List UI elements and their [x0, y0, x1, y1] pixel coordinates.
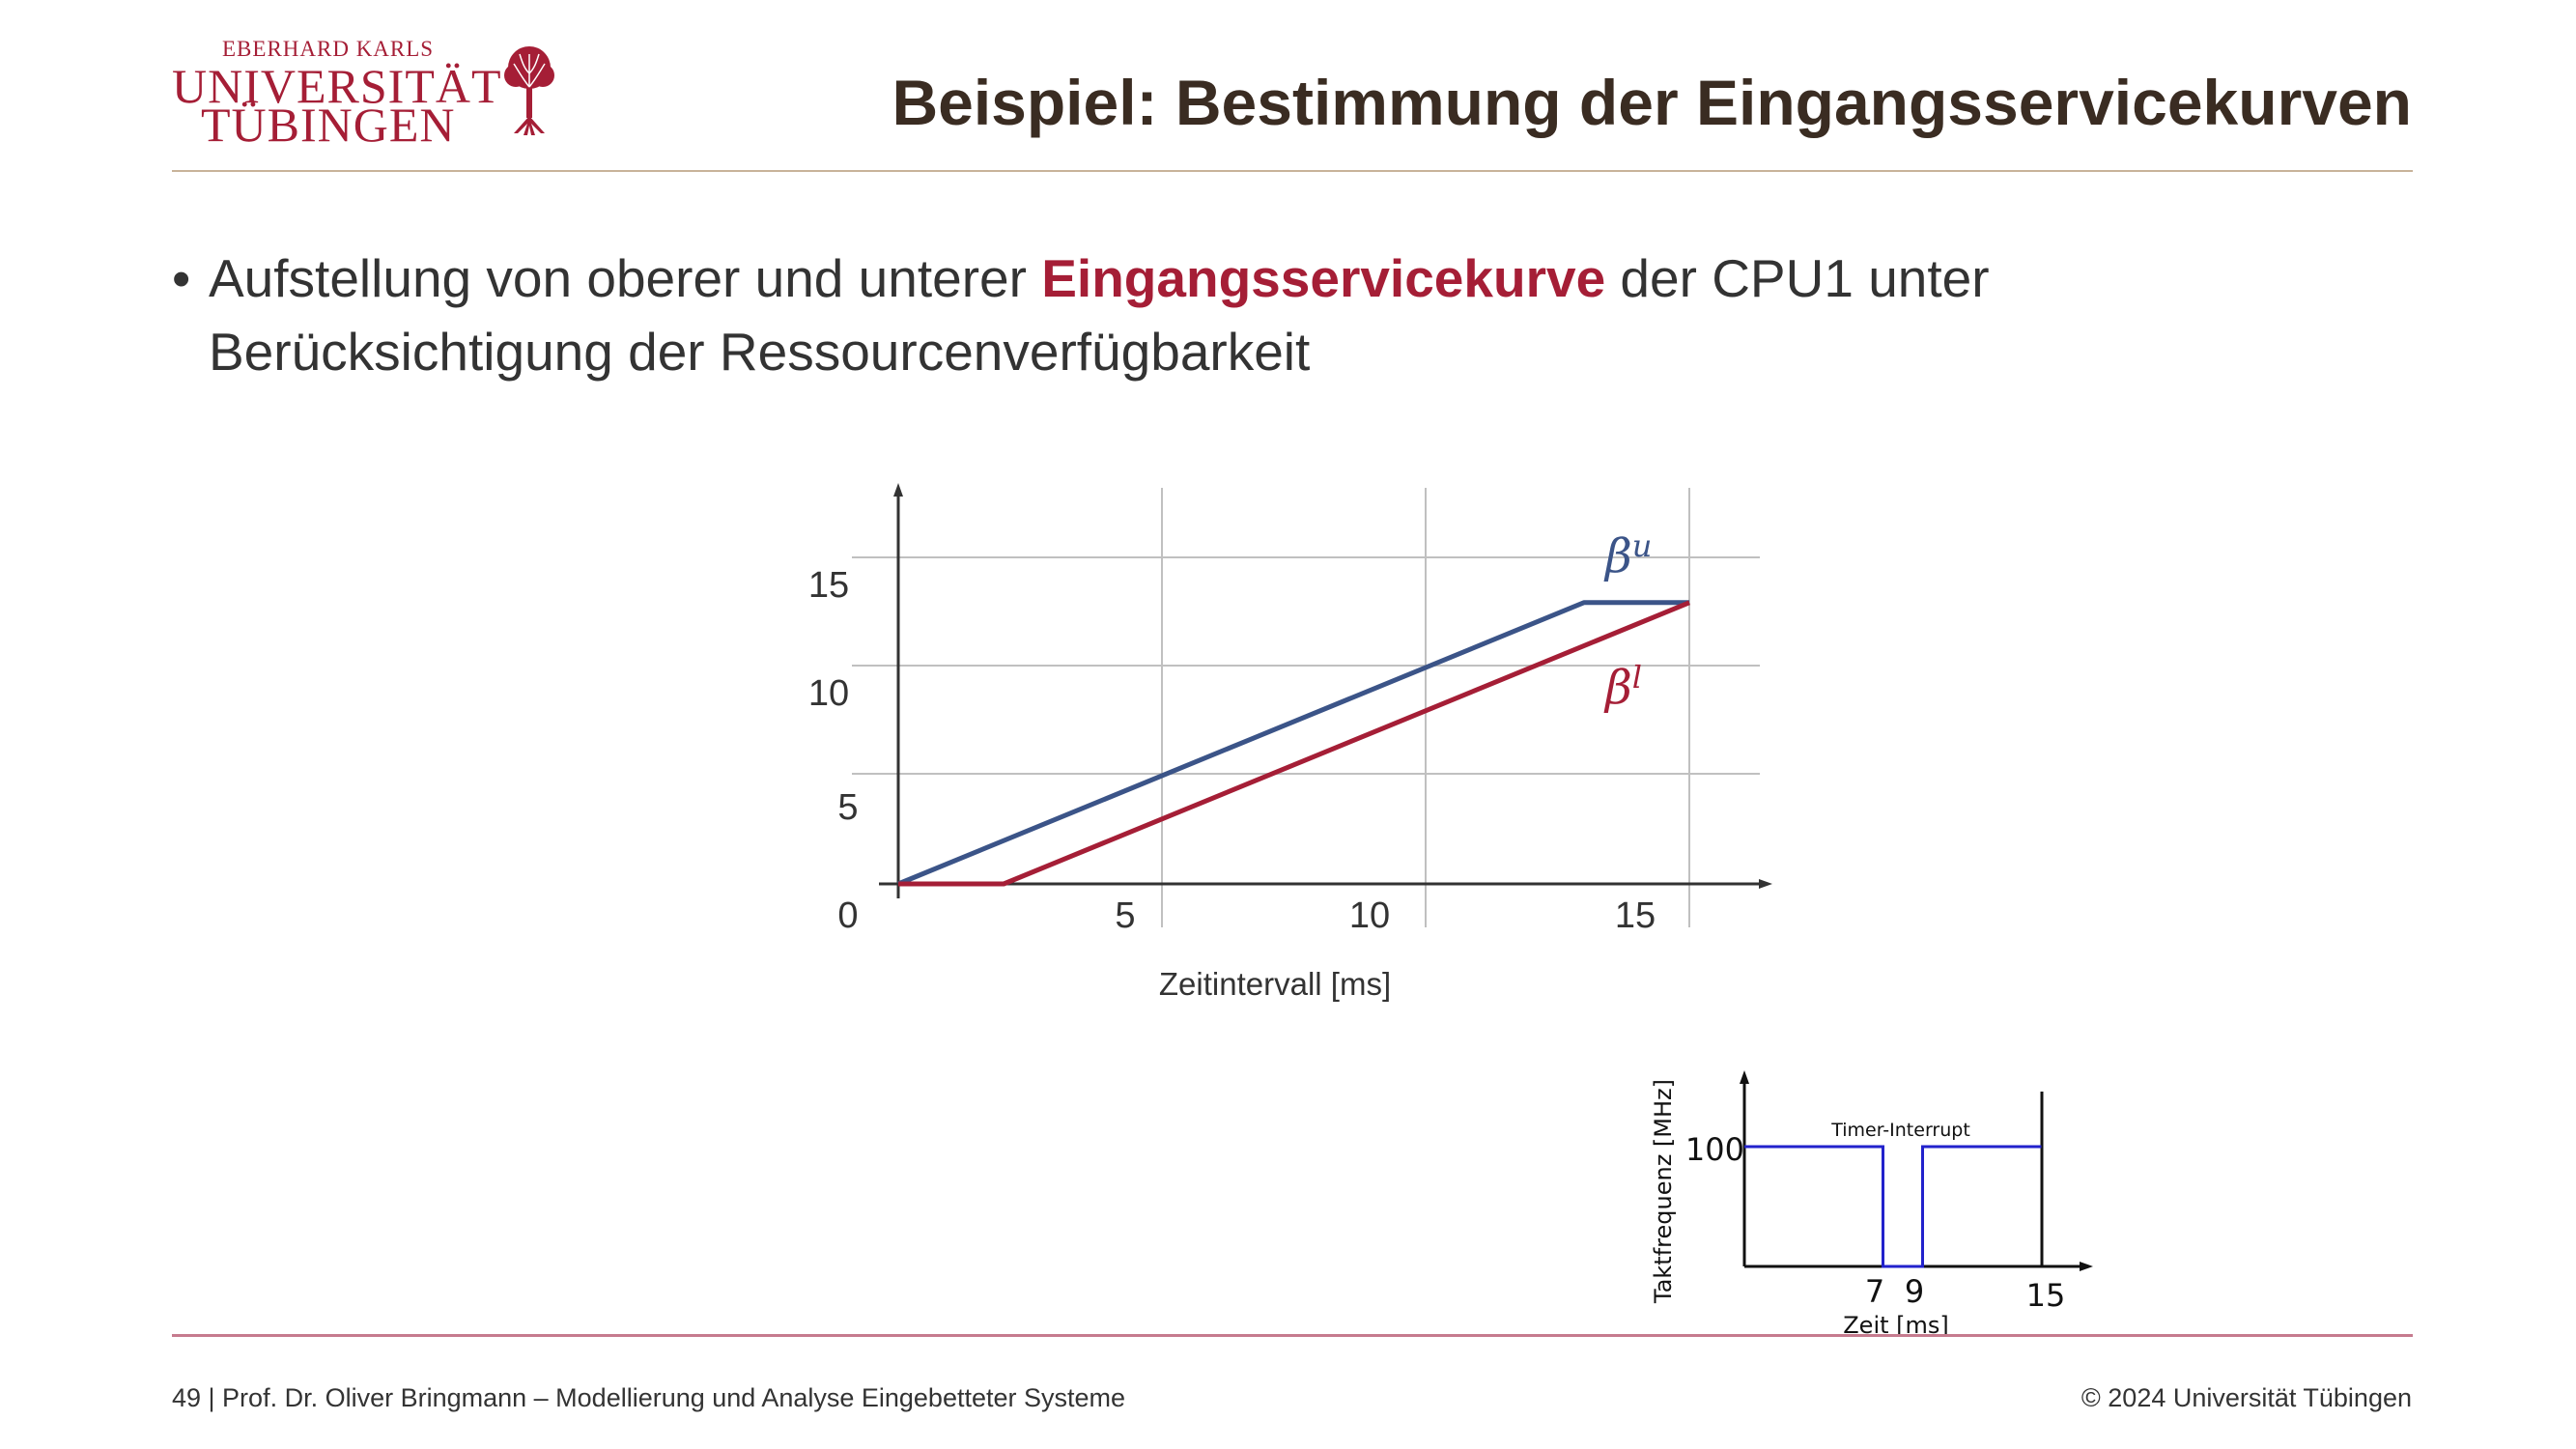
small-y-axis-label: Taktfrequenz [MHz] — [1650, 1079, 1677, 1304]
footer-copyright: © 2024 Universität Tübingen — [2081, 1383, 2412, 1412]
bullet-text-before: Aufstellung von oberer und unterer — [209, 248, 1042, 308]
main-chart: 0 5 10 15 5 10 15 Zeitintervall [ms] βu … — [808, 483, 1772, 1002]
y-tick-label-10: 10 — [808, 673, 849, 714]
bullet-item: • Aufstellung von oberer und unterer Ein… — [172, 242, 2297, 388]
x-tick-label-15: 15 — [1615, 895, 1656, 936]
university-logo: EBERHARD KARLS UNIVERSITÄT TÜBINGEN — [172, 37, 558, 152]
bullet-symbol: • — [172, 248, 191, 308]
small-annotation: Timer-Interrupt — [1830, 1120, 1970, 1141]
main-x-axis-label: Zeitintervall [ms] — [1159, 966, 1391, 1002]
x-tick-label-10: 10 — [1349, 895, 1390, 936]
title-main: Bestimmung der Eingangsservicekurven — [1175, 67, 2412, 138]
small-chart: Timer-Interrupt 100 7 9 15 Zeit [ms] Tak… — [1650, 1070, 2093, 1339]
y-tick-label-0: 0 — [837, 895, 858, 936]
tree-icon — [504, 46, 554, 135]
lower-service-curve — [898, 600, 1690, 887]
footer-divider — [172, 1334, 2413, 1337]
footer-left-text: 49 | Prof. Dr. Oliver Bringmann – Modell… — [172, 1383, 1126, 1412]
bullet-text: Aufstellung von oberer und unterer Einga… — [209, 242, 2297, 388]
upper-curve-label: βu — [1603, 527, 1652, 583]
logo-line-1: EBERHARD KARLS — [222, 37, 435, 61]
y-tick-label-15: 15 — [808, 565, 849, 606]
logo-line-3: TÜBINGEN — [201, 98, 456, 152]
frequency-curve — [1744, 1145, 2042, 1268]
logo-line-2: UNIVERSITÄT — [172, 59, 502, 113]
small-x-tick-15: 15 — [2026, 1277, 2066, 1314]
page-title: Beispiel: Bestimmung der Eingangsservice… — [892, 66, 2412, 139]
bullet-highlight: Eingangsservicekurve — [1041, 248, 1606, 308]
upper-service-curve — [897, 600, 1689, 887]
y-tick-label-5: 5 — [837, 787, 858, 828]
small-y-tick-100: 100 — [1685, 1131, 1744, 1168]
small-x-tick-9: 9 — [1905, 1273, 1924, 1310]
lower-curve-label: βl — [1603, 659, 1642, 715]
title-prefix: Beispiel: — [892, 67, 1175, 138]
bullet-text-after: der CPU1 unter Berücksichtigung der Ress… — [209, 248, 1990, 382]
small-x-tick-7: 7 — [1865, 1273, 1884, 1310]
header-divider — [172, 170, 2413, 172]
x-tick-label-5: 5 — [1115, 895, 1135, 936]
